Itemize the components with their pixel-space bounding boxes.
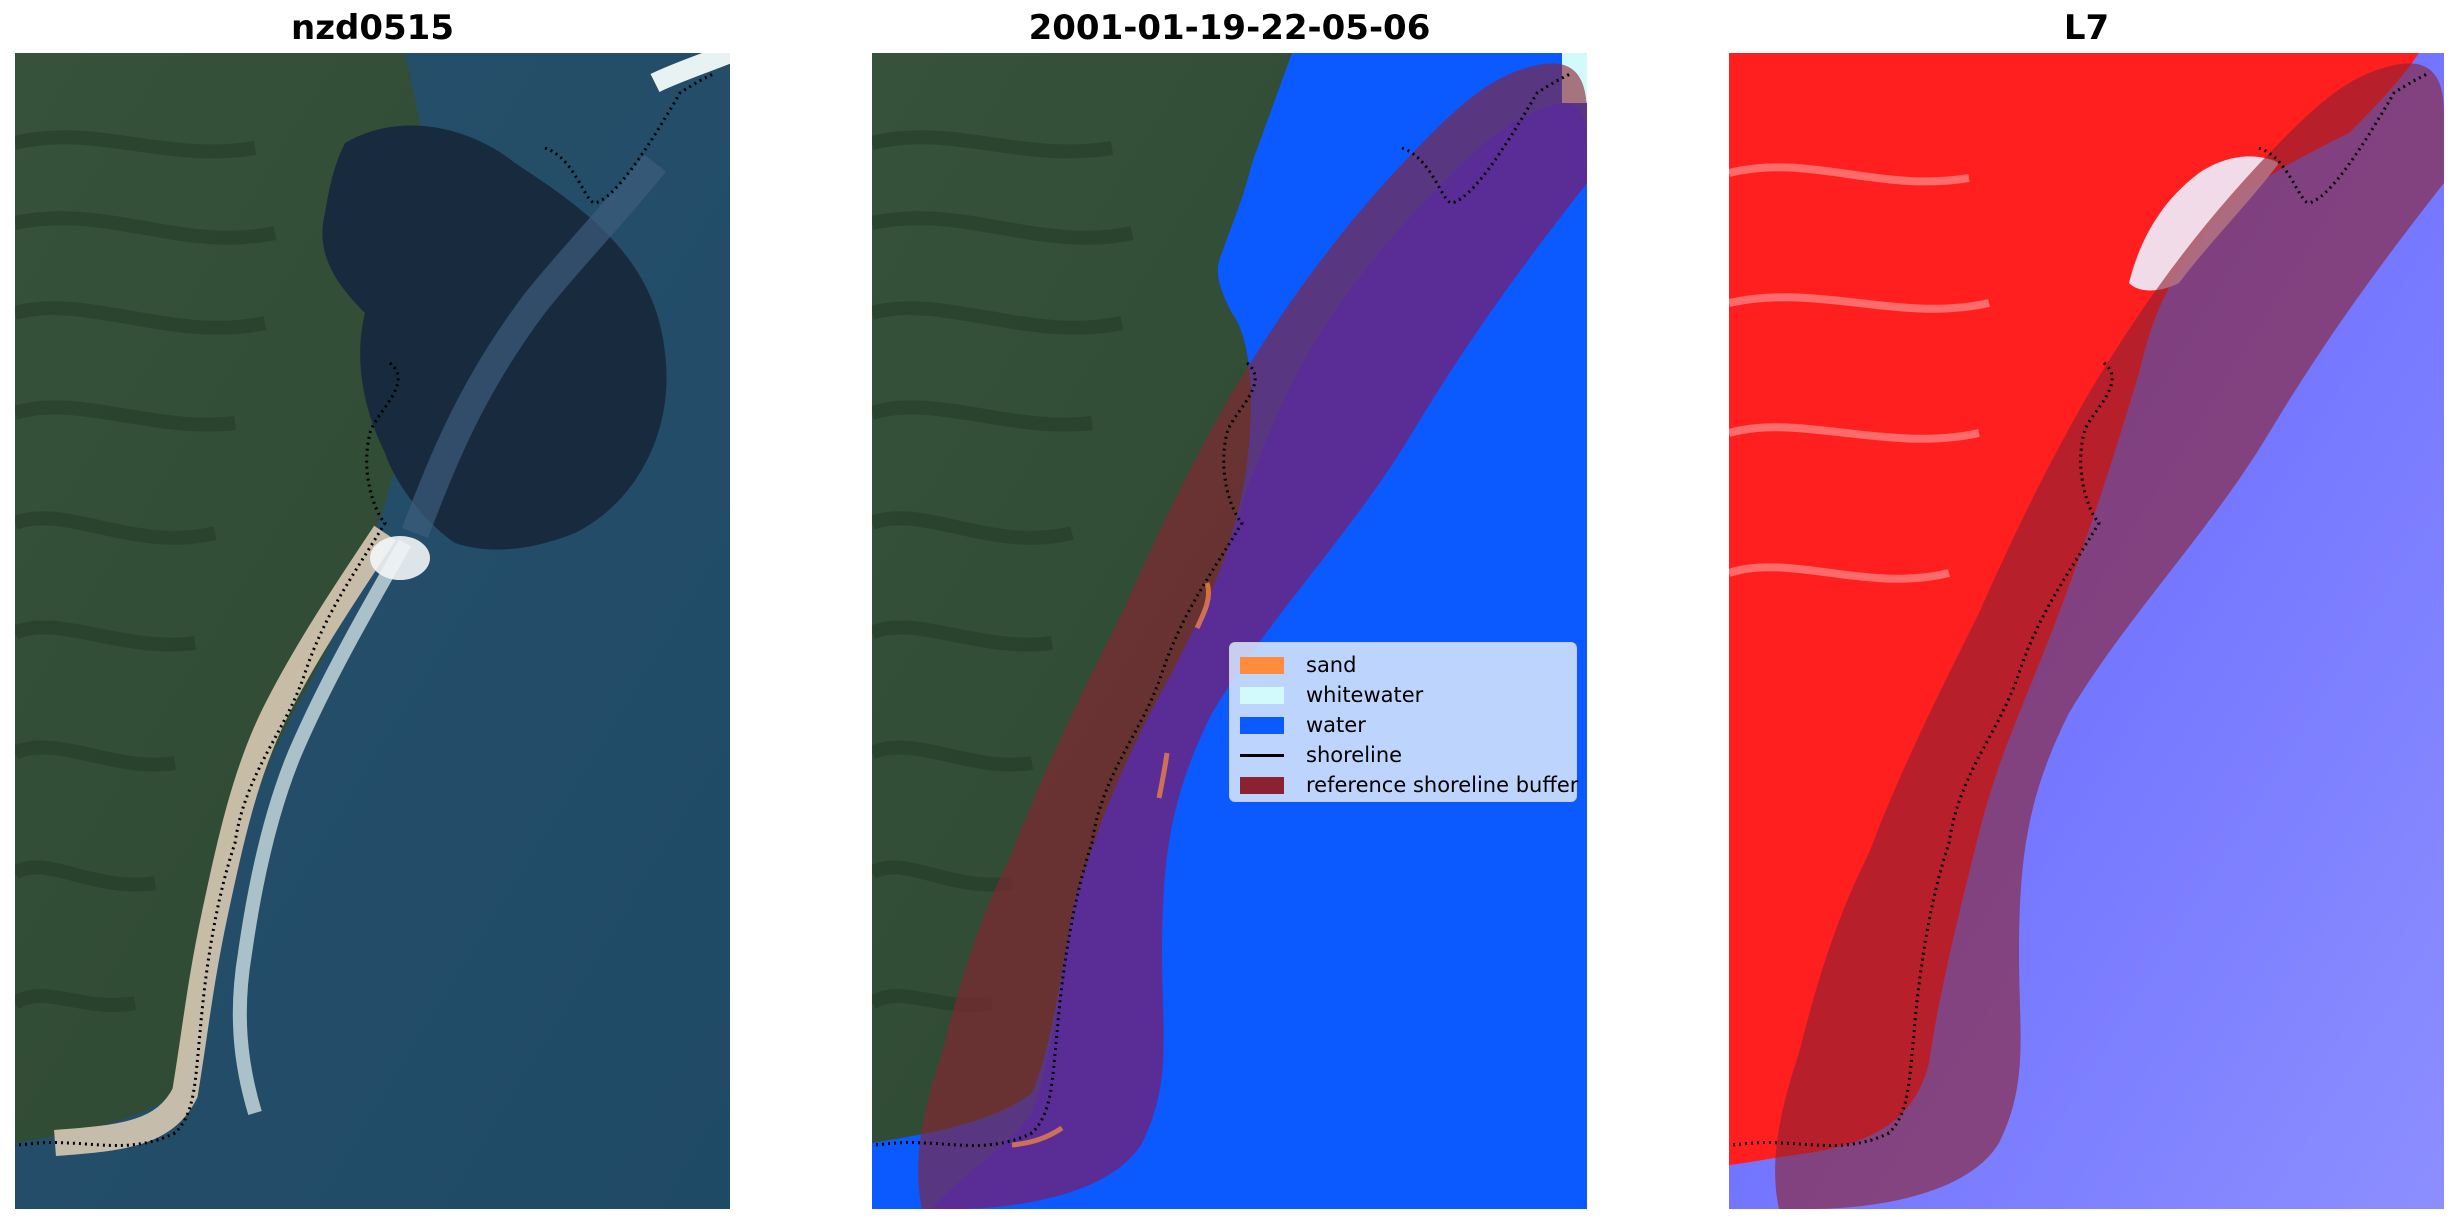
legend: sand whitewater water shoreline referenc… bbox=[1229, 642, 1578, 802]
index-image-panel bbox=[1729, 53, 2444, 1209]
panel-title-rgb: nzd0515 bbox=[291, 8, 454, 48]
panel-title-index: L7 bbox=[2063, 8, 2110, 48]
whitewater-swatch bbox=[1240, 686, 1284, 704]
legend-label-shoreline: shoreline bbox=[1306, 743, 1403, 767]
rgb-image bbox=[15, 53, 730, 1209]
reference-buffer-swatch bbox=[1240, 776, 1284, 794]
classified-image bbox=[872, 53, 1587, 1209]
legend-item-whitewater: whitewater bbox=[1240, 682, 1423, 708]
sand-swatch bbox=[1240, 656, 1284, 674]
legend-item-reference-buffer: reference shoreline buffer bbox=[1240, 772, 1578, 798]
panel-title-classified: 2001-01-19-22-05-06 bbox=[1028, 8, 1431, 48]
rgb-image-panel bbox=[15, 53, 730, 1209]
legend-item-sand: sand bbox=[1240, 652, 1356, 678]
classified-image-panel bbox=[872, 53, 1587, 1209]
legend-label-reference-buffer: reference shoreline buffer bbox=[1306, 773, 1579, 797]
index-image bbox=[1729, 53, 2444, 1209]
legend-label-sand: sand bbox=[1306, 653, 1357, 677]
legend-item-water: water bbox=[1240, 712, 1366, 738]
shoreline-line-swatch bbox=[1240, 753, 1284, 757]
legend-label-water: water bbox=[1306, 713, 1366, 737]
legend-item-shoreline: shoreline bbox=[1240, 742, 1402, 768]
legend-label-whitewater: whitewater bbox=[1306, 683, 1424, 707]
water-swatch bbox=[1240, 716, 1284, 734]
